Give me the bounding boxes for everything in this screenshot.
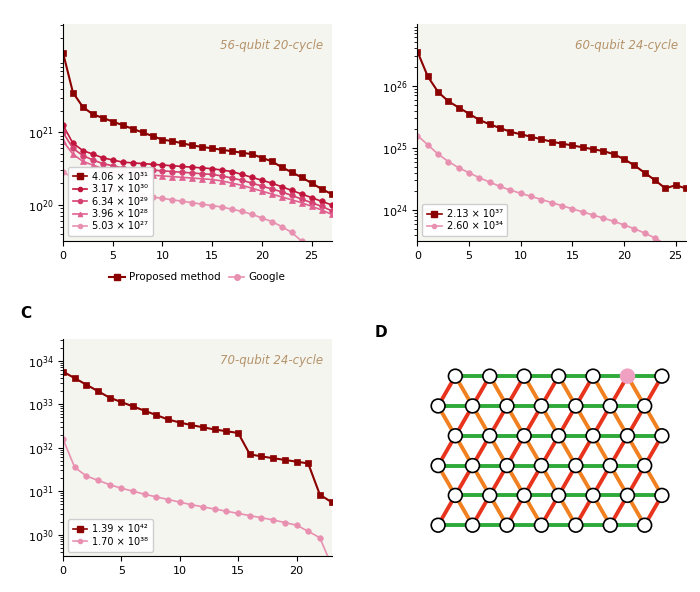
Circle shape: [466, 399, 480, 413]
Circle shape: [535, 399, 548, 413]
Circle shape: [466, 459, 480, 472]
Text: D: D: [374, 324, 387, 340]
Circle shape: [535, 519, 548, 532]
Circle shape: [500, 459, 514, 472]
Circle shape: [655, 488, 668, 502]
Text: 70-qubit 24-cycle: 70-qubit 24-cycle: [220, 354, 323, 367]
Circle shape: [655, 429, 668, 443]
Circle shape: [603, 519, 617, 532]
Circle shape: [431, 459, 445, 472]
Circle shape: [517, 369, 531, 383]
Legend: 2.13 × 10³⁷, 2.60 × 10³⁴: 2.13 × 10³⁷, 2.60 × 10³⁴: [422, 204, 507, 236]
Text: 56-qubit 20-cycle: 56-qubit 20-cycle: [220, 39, 323, 52]
Circle shape: [586, 369, 600, 383]
Circle shape: [569, 399, 582, 413]
Circle shape: [603, 399, 617, 413]
Text: C: C: [20, 307, 32, 321]
Circle shape: [552, 369, 566, 383]
Circle shape: [517, 488, 531, 502]
Circle shape: [466, 519, 480, 532]
Circle shape: [638, 519, 652, 532]
Circle shape: [569, 459, 582, 472]
Legend: 4.06 × 10³¹, 3.17 × 10³⁰, 6.34 × 10²⁹, 3.96 × 10²⁸, 5.03 × 10²⁷: 4.06 × 10³¹, 3.17 × 10³⁰, 6.34 × 10²⁹, 3…: [68, 167, 153, 236]
Circle shape: [449, 488, 462, 502]
Circle shape: [586, 488, 600, 502]
Circle shape: [449, 369, 462, 383]
Circle shape: [431, 399, 445, 413]
Circle shape: [552, 429, 566, 443]
Circle shape: [535, 459, 548, 472]
Legend: 1.39 × 10⁴², 1.70 × 10³⁸: 1.39 × 10⁴², 1.70 × 10³⁸: [68, 519, 153, 552]
Circle shape: [621, 369, 634, 383]
Circle shape: [621, 488, 634, 502]
Circle shape: [552, 488, 566, 502]
Circle shape: [638, 399, 652, 413]
Circle shape: [517, 429, 531, 443]
Circle shape: [483, 488, 496, 502]
Circle shape: [483, 429, 496, 443]
Circle shape: [603, 459, 617, 472]
Circle shape: [586, 429, 600, 443]
Circle shape: [431, 519, 445, 532]
Circle shape: [638, 459, 652, 472]
Circle shape: [449, 429, 462, 443]
Circle shape: [569, 519, 582, 532]
Circle shape: [621, 429, 634, 443]
Text: 60-qubit 24-cycle: 60-qubit 24-cycle: [575, 39, 678, 52]
Circle shape: [500, 519, 514, 532]
Circle shape: [500, 399, 514, 413]
Circle shape: [655, 369, 668, 383]
Circle shape: [483, 369, 496, 383]
